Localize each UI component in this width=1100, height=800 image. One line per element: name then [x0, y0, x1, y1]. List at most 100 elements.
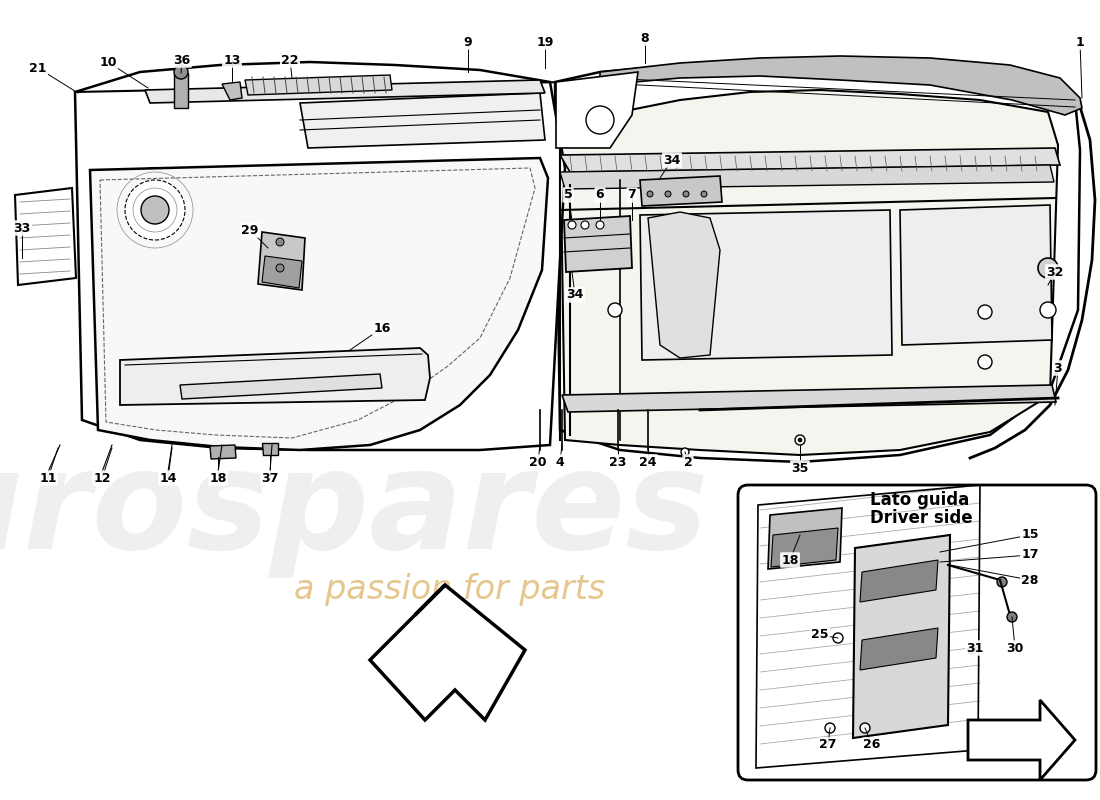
Polygon shape — [300, 93, 544, 148]
Polygon shape — [860, 560, 938, 602]
Polygon shape — [900, 205, 1052, 345]
Polygon shape — [640, 210, 892, 360]
Text: 8: 8 — [640, 31, 649, 45]
Polygon shape — [560, 165, 1054, 189]
Text: 14: 14 — [160, 471, 177, 485]
Circle shape — [825, 723, 835, 733]
Bar — [174, 73, 188, 108]
Circle shape — [596, 221, 604, 229]
Circle shape — [608, 303, 622, 317]
Circle shape — [113, 168, 197, 252]
Polygon shape — [640, 176, 722, 206]
Text: 33: 33 — [13, 222, 31, 234]
Text: 28: 28 — [1021, 574, 1038, 586]
Polygon shape — [564, 216, 632, 272]
Text: 25: 25 — [812, 629, 828, 642]
Text: 18: 18 — [209, 471, 227, 485]
Text: 6: 6 — [596, 189, 604, 202]
Polygon shape — [245, 75, 392, 95]
Circle shape — [586, 106, 614, 134]
Text: 32: 32 — [1046, 266, 1064, 278]
Polygon shape — [258, 232, 305, 290]
Text: 31: 31 — [966, 642, 983, 654]
Circle shape — [833, 633, 843, 643]
Text: 5: 5 — [563, 189, 572, 202]
Polygon shape — [771, 528, 838, 567]
Circle shape — [997, 577, 1006, 587]
Text: 27: 27 — [820, 738, 837, 751]
Text: 9: 9 — [464, 35, 472, 49]
Text: 24: 24 — [639, 455, 657, 469]
Polygon shape — [75, 62, 565, 450]
Text: 30: 30 — [1006, 642, 1024, 654]
Text: 17: 17 — [1021, 549, 1038, 562]
Text: 13: 13 — [223, 54, 241, 66]
Circle shape — [701, 191, 707, 197]
Text: 35: 35 — [791, 462, 808, 474]
Polygon shape — [210, 445, 236, 459]
Text: 1: 1 — [1076, 35, 1085, 49]
Polygon shape — [145, 80, 544, 103]
Text: 2: 2 — [683, 455, 692, 469]
Text: 20: 20 — [529, 455, 547, 469]
Circle shape — [968, 646, 976, 654]
Circle shape — [1040, 302, 1056, 318]
Text: Driver side: Driver side — [870, 509, 972, 527]
Text: 21: 21 — [30, 62, 46, 74]
Circle shape — [666, 191, 671, 197]
Circle shape — [681, 448, 689, 456]
Text: 22: 22 — [282, 54, 299, 66]
Polygon shape — [860, 628, 938, 670]
Text: 18: 18 — [781, 554, 799, 566]
Polygon shape — [262, 443, 278, 455]
Text: 3: 3 — [1054, 362, 1063, 374]
Text: 15: 15 — [1021, 529, 1038, 542]
Polygon shape — [120, 348, 430, 405]
Text: 34: 34 — [663, 154, 681, 166]
Polygon shape — [556, 72, 638, 148]
Polygon shape — [852, 535, 950, 738]
Polygon shape — [562, 385, 1056, 412]
Circle shape — [276, 238, 284, 246]
Circle shape — [798, 438, 802, 442]
Polygon shape — [180, 374, 382, 399]
Circle shape — [647, 191, 653, 197]
Polygon shape — [768, 508, 842, 569]
Polygon shape — [556, 60, 1080, 462]
Circle shape — [978, 305, 992, 319]
Circle shape — [568, 221, 576, 229]
Text: 4: 4 — [556, 455, 564, 469]
Polygon shape — [560, 148, 1060, 172]
Text: eurospares: eurospares — [0, 442, 710, 578]
Text: 10: 10 — [99, 55, 117, 69]
Text: 19: 19 — [537, 35, 553, 49]
Polygon shape — [600, 56, 1082, 115]
Text: 26: 26 — [864, 738, 881, 751]
Text: 11: 11 — [40, 471, 57, 485]
Polygon shape — [560, 90, 1058, 455]
Circle shape — [276, 264, 284, 272]
Text: 37: 37 — [262, 471, 278, 485]
Polygon shape — [90, 158, 548, 450]
Circle shape — [125, 180, 185, 240]
Circle shape — [978, 355, 992, 369]
Circle shape — [581, 221, 589, 229]
Circle shape — [683, 191, 689, 197]
Text: 34: 34 — [566, 289, 584, 302]
Text: 7: 7 — [628, 189, 637, 202]
Circle shape — [1006, 612, 1018, 622]
Text: 12: 12 — [94, 471, 111, 485]
Polygon shape — [15, 188, 76, 285]
Circle shape — [141, 196, 169, 224]
Polygon shape — [648, 212, 720, 358]
Circle shape — [860, 723, 870, 733]
Circle shape — [795, 435, 805, 445]
Text: 16: 16 — [373, 322, 390, 334]
Polygon shape — [968, 700, 1075, 780]
Circle shape — [174, 65, 188, 79]
FancyBboxPatch shape — [738, 485, 1096, 780]
Text: a passion for parts: a passion for parts — [295, 574, 606, 606]
Text: 36: 36 — [174, 54, 190, 66]
Polygon shape — [222, 82, 242, 100]
Circle shape — [1038, 258, 1058, 278]
